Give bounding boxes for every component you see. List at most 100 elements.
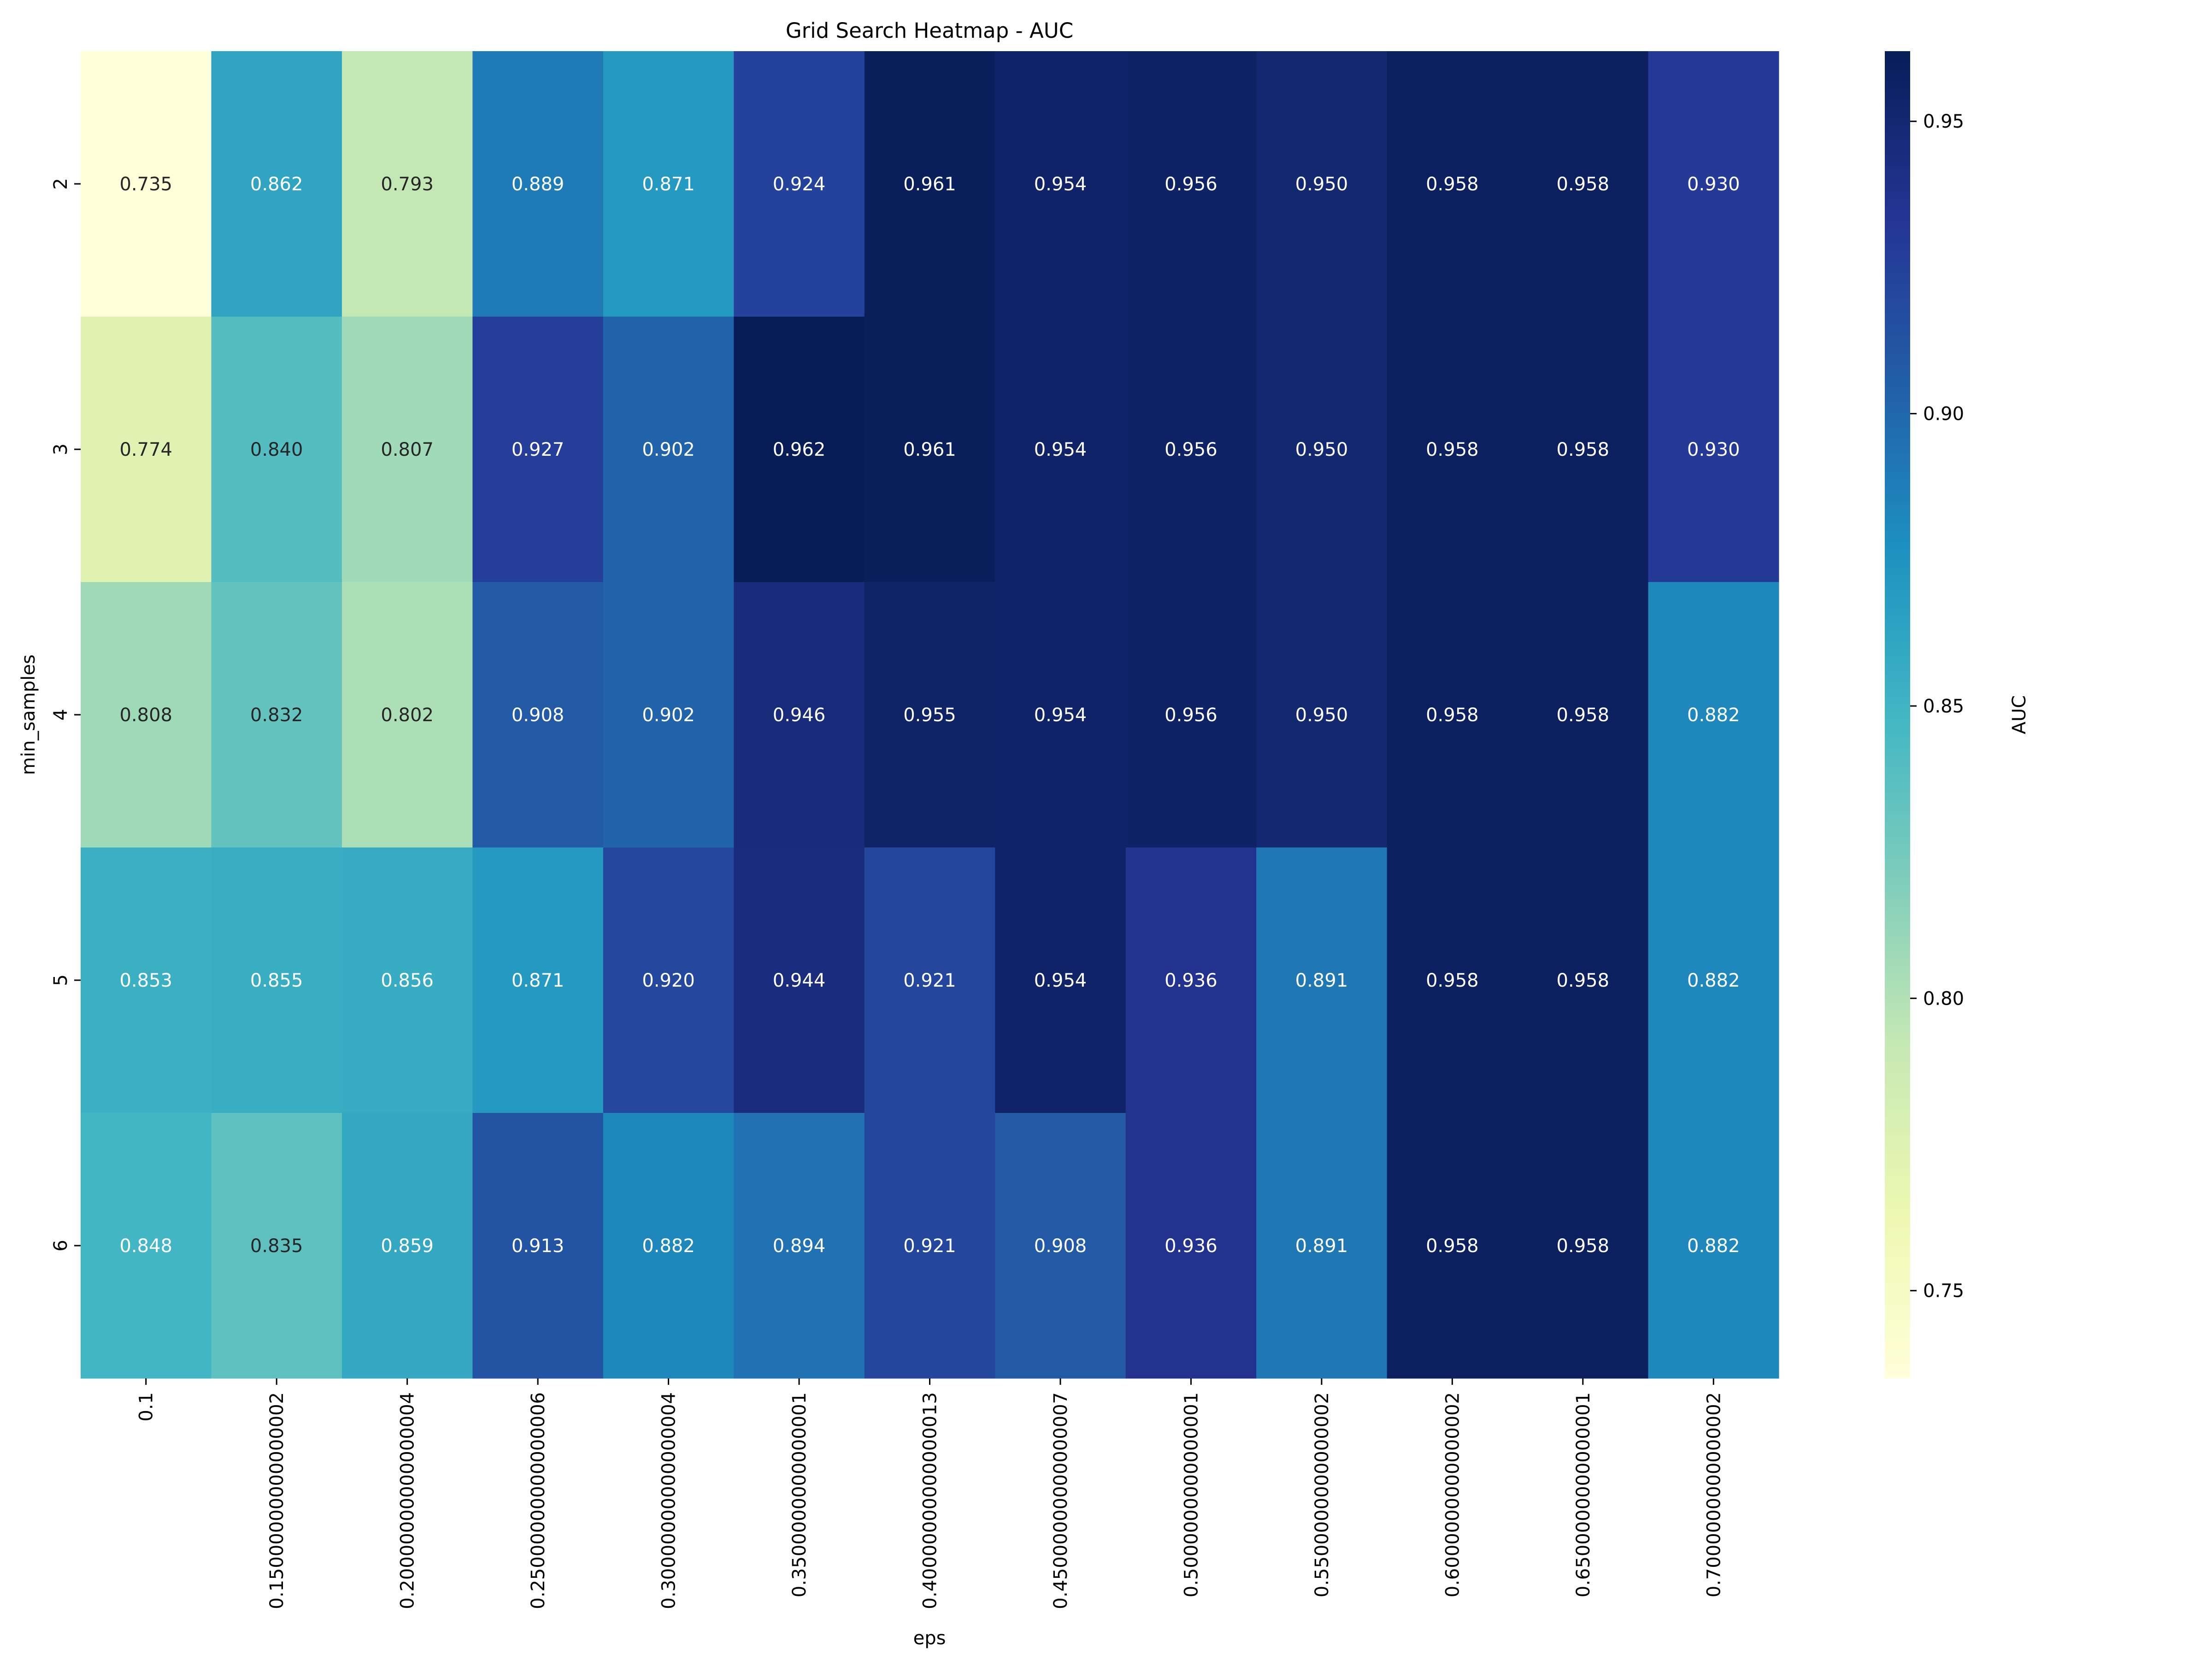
cell-value-label: 0.936 — [1165, 970, 1218, 991]
cell-value-label: 0.958 — [1426, 174, 1479, 195]
cell-value-label: 0.950 — [1295, 705, 1348, 726]
heatmap-cell — [734, 51, 865, 317]
heatmap-cell — [1256, 847, 1388, 1113]
cell-value-label: 0.793 — [381, 174, 434, 195]
cell-value-label: 0.921 — [903, 1235, 956, 1257]
heatmap-cell — [995, 1113, 1126, 1379]
heatmap-cell — [864, 51, 995, 317]
heatmap-cell — [1125, 847, 1257, 1113]
x-tick-label: 0.3500000000000001 — [789, 1392, 810, 1597]
cell-value-label: 0.961 — [903, 174, 956, 195]
y-tick-label: 4 — [50, 709, 71, 720]
heatmap-cell — [603, 582, 734, 848]
heatmap-cell — [734, 847, 865, 1113]
cell-value-label: 0.894 — [773, 1235, 826, 1257]
heatmap-cell — [1518, 317, 1649, 582]
heatmap-cell — [1518, 51, 1649, 317]
heatmap-cell — [1125, 51, 1257, 317]
heatmap-cell — [81, 582, 212, 848]
cell-value-label: 0.871 — [642, 174, 695, 195]
x-tick-label: 0.25000000000000006 — [528, 1392, 549, 1609]
y-tick-label: 6 — [50, 1240, 71, 1251]
colorbar — [1885, 51, 1910, 1378]
heatmap-cell — [1518, 847, 1649, 1113]
heatmap-cell — [603, 847, 734, 1113]
heatmap-cell — [1256, 51, 1388, 317]
cell-value-label: 0.946 — [773, 705, 826, 726]
heatmap-cell — [81, 847, 212, 1113]
x-tick-label: 0.5000000000000001 — [1181, 1392, 1202, 1597]
cell-value-label: 0.908 — [512, 705, 565, 726]
x-axis-ticks: 0.1 0.15000000000000002 0.2000000000000000… — [136, 1378, 1724, 1609]
cell-value-label: 0.735 — [119, 174, 172, 195]
cell-value-label: 0.808 — [119, 705, 172, 726]
cell-value-label: 0.958 — [1557, 705, 1610, 726]
cell-value-label: 0.882 — [1687, 1235, 1740, 1257]
heatmap-cell — [81, 1113, 212, 1379]
y-axis-ticks: 2 3 4 5 6 — [50, 178, 81, 1252]
colorbar-ticks: 0.75 0.80 0.85 0.90 0.95 — [1910, 111, 1964, 1302]
heatmap-cell — [211, 317, 342, 582]
x-axis-label: eps — [913, 1628, 946, 1649]
heatmap-cell — [864, 1113, 995, 1379]
cell-value-label: 0.882 — [642, 1235, 695, 1257]
cell-value-label: 0.950 — [1295, 174, 1348, 195]
heatmap-cell — [1518, 582, 1649, 848]
heatmap-cell — [1387, 51, 1518, 317]
heatmap-cell — [734, 317, 865, 582]
cell-value-label: 0.962 — [773, 439, 826, 460]
heatmap-cell — [341, 51, 473, 317]
cell-value-label: 0.913 — [512, 1235, 565, 1257]
cell-value-label: 0.936 — [1165, 1235, 1218, 1257]
y-axis-label: min_samples — [18, 654, 39, 775]
cell-value-label: 0.954 — [1034, 174, 1087, 195]
heatmap-cell — [1256, 317, 1388, 582]
cell-value-label: 0.930 — [1687, 439, 1740, 460]
cell-value-label: 0.958 — [1426, 1235, 1479, 1257]
cell-value-label: 0.958 — [1557, 1235, 1610, 1257]
cell-value-label: 0.954 — [1034, 439, 1087, 460]
cell-value-label: 0.908 — [1034, 1235, 1087, 1257]
colorbar-tick-label: 0.90 — [1923, 404, 1964, 425]
x-tick-label: 0.6500000000000001 — [1573, 1392, 1594, 1597]
cell-value-label: 0.856 — [381, 970, 434, 991]
cell-value-label: 0.956 — [1165, 439, 1218, 460]
x-tick-label: 0.7000000000000002 — [1703, 1392, 1724, 1597]
cell-value-label: 0.891 — [1295, 970, 1348, 991]
x-tick-label: 0.1 — [136, 1392, 157, 1422]
x-tick-label: 0.45000000000000007 — [1050, 1392, 1071, 1609]
heatmap-cell — [211, 51, 342, 317]
heatmap-cell — [81, 51, 212, 317]
cell-value-label: 0.835 — [250, 1235, 303, 1257]
heatmap-cell — [211, 847, 342, 1113]
cell-value-label: 0.859 — [381, 1235, 434, 1257]
cell-value-label: 0.950 — [1295, 439, 1348, 460]
y-tick-label: 2 — [50, 178, 71, 189]
cell-value-label: 0.832 — [250, 705, 303, 726]
cell-value-label: 0.921 — [903, 970, 956, 991]
heatmap-cell — [1387, 847, 1518, 1113]
cell-value-label: 0.855 — [250, 970, 303, 991]
colorbar-tick-label: 0.95 — [1923, 111, 1964, 132]
cell-value-label: 0.882 — [1687, 705, 1740, 726]
heatmap-cell — [995, 51, 1126, 317]
heatmap-cell — [1648, 582, 1779, 848]
heatmap-cell — [995, 847, 1126, 1113]
cell-value-label: 0.902 — [642, 705, 695, 726]
x-tick-label: 0.20000000000000004 — [397, 1392, 418, 1609]
x-tick-label: 0.15000000000000002 — [266, 1392, 288, 1609]
heatmap-cell — [1648, 51, 1779, 317]
cell-value-label: 0.920 — [642, 970, 695, 991]
heatmap-cell — [472, 847, 604, 1113]
heatmap-cell — [1125, 317, 1257, 582]
cell-value-label: 0.954 — [1034, 970, 1087, 991]
cell-value-label: 0.930 — [1687, 174, 1740, 195]
colorbar-label: AUC — [2009, 695, 2030, 735]
x-tick-label: 0.6000000000000002 — [1442, 1392, 1463, 1597]
cell-value-label: 0.807 — [381, 439, 434, 460]
cell-value-label: 0.891 — [1295, 1235, 1348, 1257]
cell-value-label: 0.802 — [381, 705, 434, 726]
heatmap-cell — [211, 1113, 342, 1379]
cell-value-label: 0.774 — [119, 439, 172, 460]
